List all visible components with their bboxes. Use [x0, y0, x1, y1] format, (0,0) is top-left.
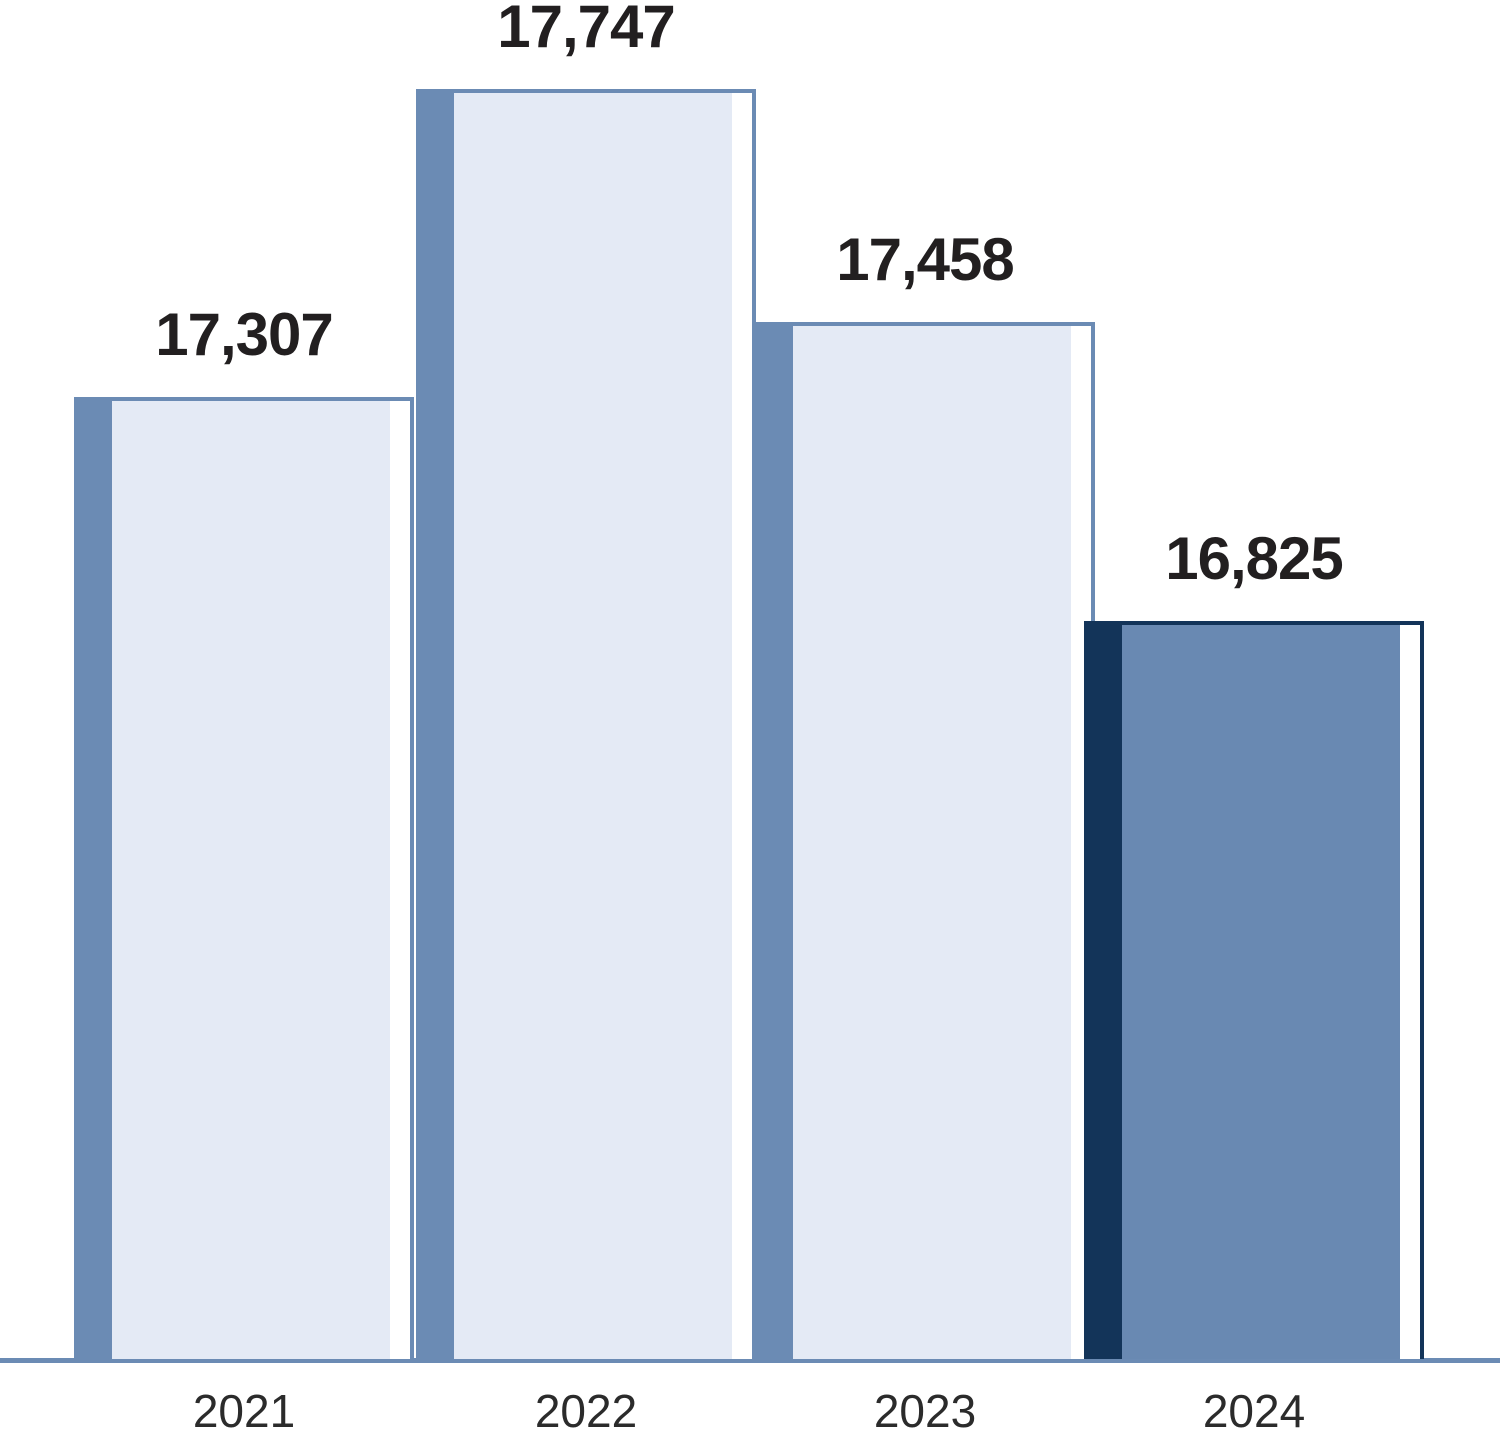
- bar-2021: [74, 397, 414, 1359]
- value-label-2022: 17,747: [497, 0, 676, 60]
- bar-edge-strip-2024: [1084, 625, 1122, 1359]
- value-label-2021: 17,307: [155, 301, 334, 368]
- bar-2022: [416, 89, 756, 1359]
- value-label-2023: 17,458: [836, 226, 1015, 293]
- x-axis-label-2022: 2022: [534, 1385, 638, 1435]
- bar-fill-2021: [112, 401, 390, 1359]
- value-label-2024: 16,825: [1165, 525, 1344, 592]
- bar-2024: [1084, 621, 1424, 1359]
- x-axis-label-2021: 2021: [192, 1385, 296, 1435]
- bar-edge-strip-2023: [755, 326, 793, 1359]
- bar-2023: [755, 322, 1095, 1359]
- bar-fill-2024: [1122, 625, 1400, 1359]
- x-axis-label-2024: 2024: [1202, 1385, 1306, 1435]
- bar-edge-strip-2021: [74, 401, 112, 1359]
- bar-fill-2022: [454, 93, 732, 1359]
- x-axis-label-2023: 2023: [873, 1385, 977, 1435]
- bar-fill-2023: [793, 326, 1071, 1359]
- x-axis-line: [0, 1358, 1500, 1363]
- bar-edge-strip-2022: [416, 93, 454, 1359]
